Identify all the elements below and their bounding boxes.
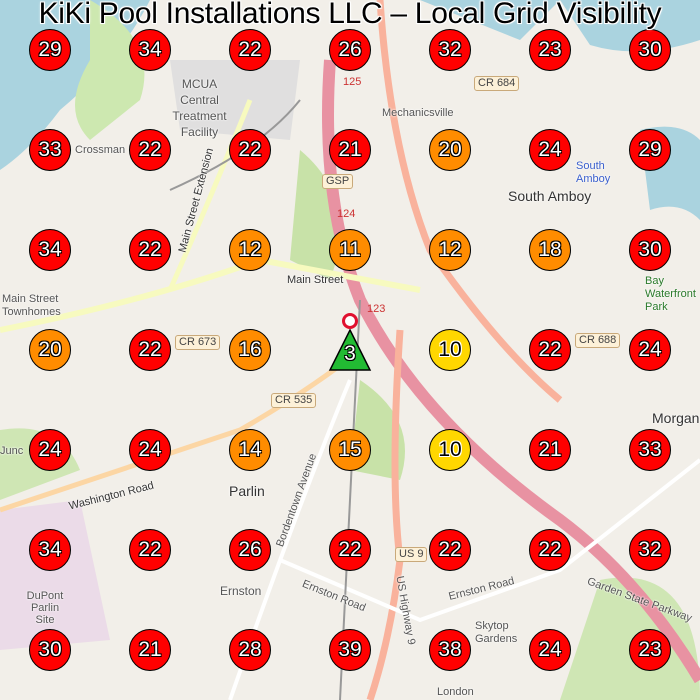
grid-cell-marker[interactable]: 29: [629, 129, 671, 171]
grid-cell-marker[interactable]: 34: [29, 529, 71, 571]
grid-cell-marker[interactable]: 34: [29, 229, 71, 271]
grid-cell-marker[interactable]: 22: [329, 529, 371, 571]
shield-gsp: GSP: [322, 174, 354, 189]
map-label-townhomes: Main Street Townhomes: [2, 293, 61, 318]
grid-cell-marker[interactable]: 23: [629, 629, 671, 671]
grid-cell-marker[interactable]: 22: [129, 229, 171, 271]
grid-cell-marker[interactable]: 30: [29, 629, 71, 671]
grid-cell-marker[interactable]: 21: [529, 429, 571, 471]
grid-cell-marker[interactable]: 24: [629, 329, 671, 371]
grid-cell-marker[interactable]: 22: [529, 529, 571, 571]
location-pin-icon[interactable]: [342, 313, 358, 329]
grid-cell-marker[interactable]: 33: [629, 429, 671, 471]
ernston-road: [279, 458, 700, 623]
map-label-mechanicsville: Mechanicsville: [382, 107, 454, 119]
grid-cell-marker[interactable]: 24: [29, 429, 71, 471]
grid-cell-marker[interactable]: 22: [229, 129, 271, 171]
grid-cell-marker[interactable]: 20: [29, 329, 71, 371]
grid-cell-marker[interactable]: 30: [629, 29, 671, 71]
shield-us9: US 9: [395, 547, 428, 562]
grid-cell-marker[interactable]: 15: [329, 429, 371, 471]
grid-cell-marker[interactable]: 29: [29, 29, 71, 71]
grid-cell-marker[interactable]: 32: [429, 29, 471, 71]
us-highway-9-south: [366, 329, 404, 700]
grid-center-marker[interactable]: 3: [328, 328, 372, 372]
grid-cell-marker[interactable]: 23: [529, 29, 571, 71]
grid-cell-marker[interactable]: 22: [229, 29, 271, 71]
grid-cell-marker[interactable]: 22: [129, 329, 171, 371]
shield-cr673: CR 673: [175, 335, 221, 350]
shield-124: 124: [337, 208, 356, 220]
map-label-dupont: DuPont Parlin Site: [26, 590, 64, 626]
grid-cell-marker[interactable]: 30: [629, 229, 671, 271]
grid-cell-marker[interactable]: 22: [129, 129, 171, 171]
grid-cell-marker[interactable]: 14: [229, 429, 271, 471]
grid-cell-marker[interactable]: 21: [329, 129, 371, 171]
grid-cell-marker[interactable]: 12: [429, 229, 471, 271]
grid-cell-marker[interactable]: 16: [229, 329, 271, 371]
grid-cell-marker[interactable]: 28: [229, 629, 271, 671]
garden-state-parkway: [322, 59, 700, 684]
shield-cr535: CR 535: [271, 393, 317, 408]
triangle-icon: [328, 328, 372, 371]
grid-cell-marker[interactable]: 26: [329, 29, 371, 71]
grid-cell-marker[interactable]: 10: [429, 329, 471, 371]
map-label-parlin: Parlin: [229, 483, 265, 499]
grid-cell-marker[interactable]: 12: [229, 229, 271, 271]
map-label-crossman: Crossman: [75, 144, 126, 156]
main-street-extension: [167, 99, 253, 292]
industrial-area: [0, 500, 110, 650]
map-label-skytop: Skytop Gardens: [475, 620, 518, 645]
industrial-area: [170, 60, 300, 140]
raritan-bay-water: [0, 0, 700, 52]
grid-cell-marker[interactable]: 10: [429, 429, 471, 471]
map-label-waterfront: Bay Waterfront Park: [645, 275, 696, 313]
map-label-london: London: [437, 686, 474, 698]
grid-cell-marker[interactable]: 22: [129, 529, 171, 571]
green-area: [560, 577, 700, 700]
shield-cr684: CR 684: [474, 76, 520, 91]
grid-cell-marker[interactable]: 21: [129, 629, 171, 671]
grid-cell-marker[interactable]: 20: [429, 129, 471, 171]
grid-cell-marker[interactable]: 18: [529, 229, 571, 271]
map-label-south-amboy: South Amboy: [508, 188, 592, 204]
grid-cell-marker[interactable]: 39: [329, 629, 371, 671]
grid-cell-marker[interactable]: 11: [329, 229, 371, 271]
shield-125: 125: [343, 76, 362, 88]
map-label-main-street: Main Street: [287, 274, 344, 286]
grid-cell-marker[interactable]: 33: [29, 129, 71, 171]
map-label-south-amboy-station: South Amboy: [576, 160, 611, 185]
grid-cell-marker[interactable]: 22: [429, 529, 471, 571]
shield-123: 123: [367, 303, 386, 315]
grid-cell-marker[interactable]: 24: [529, 129, 571, 171]
map-label-ernston: Ernston: [220, 584, 262, 598]
green-area: [75, 0, 145, 140]
map-label-mcua: MCUA Central Treatment Facility: [172, 77, 227, 139]
washington-road: [0, 348, 362, 513]
grid-cell-marker[interactable]: 32: [629, 529, 671, 571]
shield-cr688: CR 688: [575, 333, 621, 348]
grid-cell-value: 3: [344, 342, 356, 365]
grid-cell-marker[interactable]: 24: [129, 429, 171, 471]
map-label-junction: Junc: [0, 445, 24, 457]
grid-cell-marker[interactable]: 34: [129, 29, 171, 71]
grid-cell-marker[interactable]: 22: [529, 329, 571, 371]
map-label-morgan: Morgan: [652, 410, 700, 426]
grid-cell-marker[interactable]: 26: [229, 529, 271, 571]
grid-cell-marker[interactable]: 38: [429, 629, 471, 671]
grid-cell-marker[interactable]: 24: [529, 629, 571, 671]
map-title: KiKi Pool Installations LLC – Local Grid…: [38, 0, 662, 30]
